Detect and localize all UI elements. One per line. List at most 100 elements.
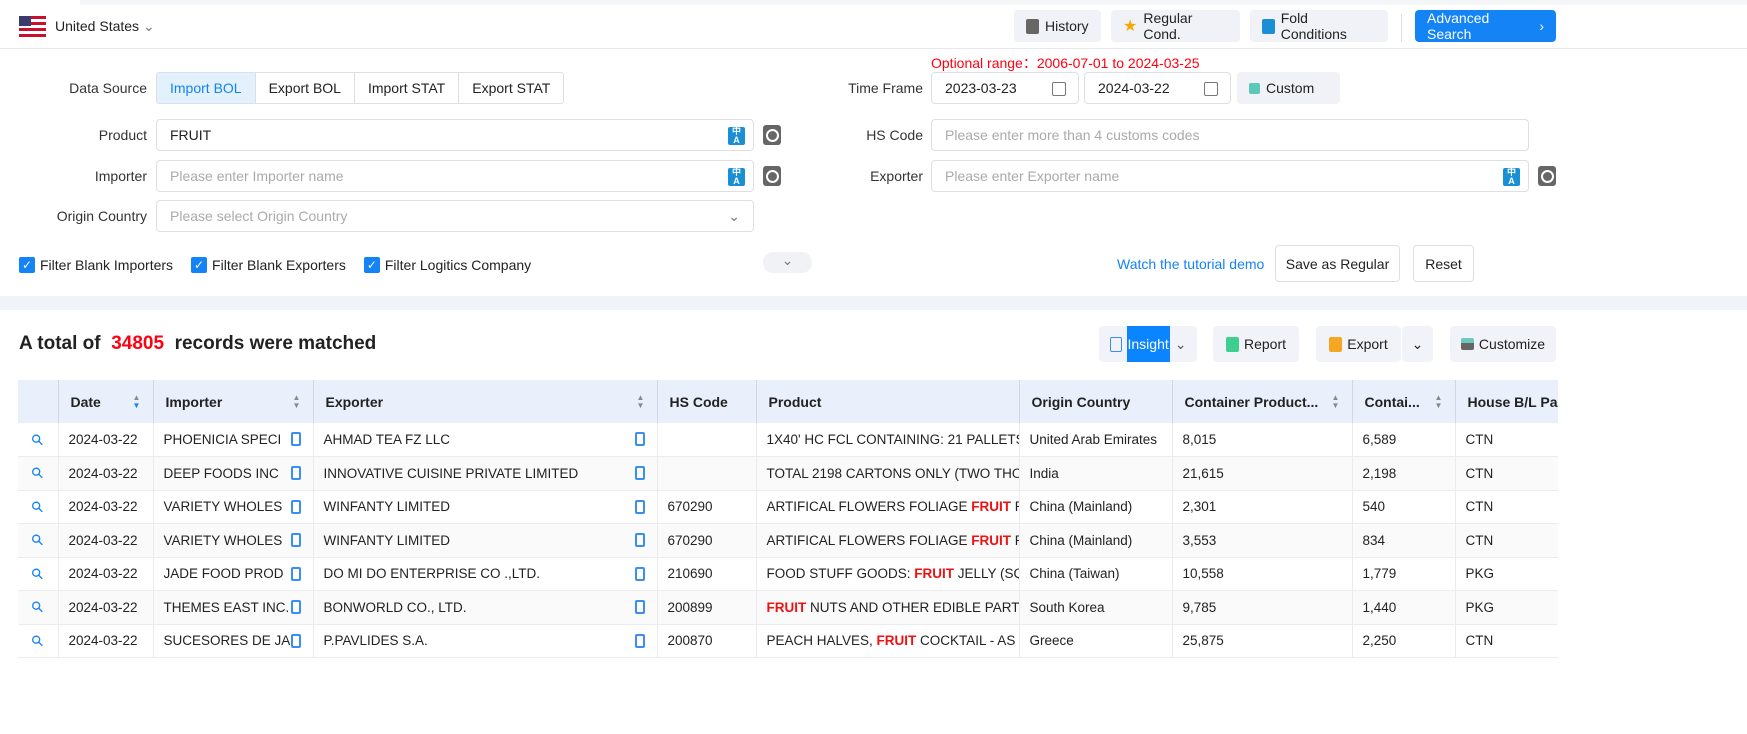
tutorial-demo-link[interactable]: Watch the tutorial demo (1117, 256, 1265, 272)
row-detail-button[interactable]: ⚲ (18, 456, 58, 491)
table-row[interactable]: ⚲ 2024-03-22 VARIETY WHOLES WINFANTY LIMITE… (18, 490, 1558, 524)
copy-icon[interactable] (290, 600, 301, 614)
insight-button[interactable]: Insight ⌄ (1099, 326, 1197, 362)
origin-country-cell-text: China (Mainland) (1029, 532, 1133, 548)
hs-code-label: HS Code (866, 127, 923, 143)
product-text: 1X40' HC FCL CONTAINING: 21 PALLETS (766, 432, 1020, 447)
copy-icon[interactable] (634, 432, 645, 446)
sort-icon[interactable]: ▲ ▼ (1331, 393, 1340, 410)
copy-icon[interactable] (634, 566, 645, 581)
advanced-label: Advanced Search (1427, 10, 1490, 42)
importer-cell: SUCESORES DE JA (152, 624, 313, 658)
product-input[interactable]: FRUIT 中 A (156, 119, 754, 151)
results-summary: A total of 34805 records were matched (19, 333, 376, 355)
date-cell: 2024-03-22 (57, 523, 153, 558)
house-bl-cell: CTN (1454, 490, 1558, 524)
country-selector[interactable]: United States ⌄ (55, 18, 155, 35)
importer-cell-text: DEEP FOODS INC (163, 465, 279, 481)
data-source-tab[interactable]: Export STAT (472, 80, 551, 96)
date-cell: 2024-03-22 (57, 590, 153, 625)
copy-icon[interactable] (290, 499, 301, 514)
fuzzy-search-icon[interactable] (763, 125, 781, 145)
row-detail-button[interactable]: ⚲ (18, 624, 58, 658)
export-dropdown-button[interactable]: ⌄ (1402, 326, 1433, 362)
copy-icon[interactable] (290, 432, 301, 446)
data-source-tab[interactable]: Import BOL (157, 73, 256, 103)
column-header[interactable]: Importer ▲ ▼ (152, 380, 313, 423)
origin-country-cell: China (Mainland) (1018, 490, 1172, 524)
origin-country-select[interactable]: Please select Origin Country ⌄ (156, 200, 754, 232)
fuzzy-search-icon[interactable] (763, 166, 781, 186)
filter-logistics-company-checkbox[interactable]: ✓ Filter Logitics Company (363, 257, 531, 273)
container-product-cell-text: 21,615 (1182, 465, 1224, 481)
copy-icon[interactable] (290, 533, 301, 547)
fold-conditions-button[interactable]: Fold Conditions (1250, 10, 1388, 42)
copy-icon[interactable] (634, 533, 645, 547)
expand-conditions-button[interactable]: ⌄ (763, 252, 812, 273)
hs-code-cell-text: 200870 (667, 633, 713, 649)
copy-icon[interactable] (634, 633, 645, 648)
row-detail-button[interactable]: ⚲ (18, 423, 58, 457)
row-detail-button[interactable]: ⚲ (18, 490, 58, 524)
hs-code-input[interactable]: Please enter more than 4 customs codes (931, 119, 1529, 151)
sort-icon[interactable]: ▲ ▼ (132, 393, 141, 410)
customize-label: Customize (1478, 336, 1546, 352)
data-source-tab[interactable]: Export BOL (256, 73, 355, 103)
house-bl-cell-text: CTN (1465, 499, 1494, 515)
copy-icon[interactable] (290, 566, 301, 581)
copy-icon[interactable] (634, 600, 645, 614)
date-to-input[interactable]: 2024-03-22 (1084, 72, 1231, 104)
column-header: Product (755, 380, 1019, 423)
copy-icon[interactable] (290, 466, 301, 480)
export-button[interactable]: Export (1316, 326, 1401, 362)
search-icon: ⚲ (28, 497, 49, 518)
origin-country-cell: United Arab Emirates (1018, 423, 1172, 457)
report-button[interactable]: Report (1213, 326, 1299, 362)
table-row[interactable]: ⚲ 2024-03-22 JADE FOOD PROD DO MI DO ENTERP… (18, 557, 1558, 591)
sort-icon[interactable]: ▲ ▼ (292, 393, 301, 410)
column-header[interactable]: Contai... ▲ ▼ (1351, 380, 1455, 423)
house-bl-cell-text: CTN (1465, 532, 1494, 548)
table-row[interactable]: ⚲ 2024-03-22 SUCESORES DE JA P.PAVLIDES S.A… (18, 624, 1558, 658)
history-button[interactable]: History (1014, 10, 1101, 42)
filter-blank-importers-checkbox[interactable]: ✓ Filter Blank Importers (19, 257, 173, 273)
hs-code-cell: 670290 (656, 523, 756, 558)
table-row[interactable]: ⚲ 2024-03-22 THEMES EAST INC. BONWORLD CO.,… (18, 590, 1558, 625)
house-bl-cell-text: PKG (1465, 566, 1495, 582)
column-header-label: Origin Country (1031, 393, 1131, 410)
column-header[interactable]: Date ▲ ▼ (57, 380, 153, 423)
product-cell: ARTIFICAL FLOWERS FOLIAGE FRUIT P (755, 490, 1019, 524)
row-detail-button[interactable]: ⚲ (18, 523, 58, 558)
customize-button[interactable]: Customize (1450, 326, 1556, 362)
table-row[interactable]: ⚲ 2024-03-22 DEEP FOODS INC INNOVATIVE CUIS… (18, 456, 1558, 491)
custom-button[interactable]: Custom (1237, 72, 1340, 104)
copy-icon[interactable] (290, 633, 301, 648)
row-detail-button[interactable]: ⚲ (18, 557, 58, 591)
sort-icon[interactable]: ▲ ▼ (1434, 393, 1443, 410)
data-source-tab[interactable]: Import STAT (355, 73, 460, 103)
container-product-cell-text: 10,558 (1182, 566, 1224, 582)
reset-button[interactable]: Reset (1413, 245, 1474, 282)
filter-blank-exporters-checkbox[interactable]: ✓ Filter Blank Exporters (191, 257, 346, 273)
date-from-input[interactable]: 2023-03-23 (931, 72, 1079, 104)
importer-input[interactable]: Please enter Importer name 中 A (156, 160, 754, 192)
exporter-cell: DO MI DO ENTERPRISE CO .,LTD. (312, 557, 657, 591)
table-row[interactable]: ⚲ 2024-03-22 PHOENICIA SPECI AHMAD TEA FZ L… (18, 423, 1558, 457)
sort-icon[interactable]: ▲ ▼ (636, 393, 645, 410)
product-value: FRUIT (170, 127, 212, 143)
advanced-search-button[interactable]: Advanced Search › (1415, 10, 1556, 42)
table-row[interactable]: ⚲ 2024-03-22 VARIETY WHOLES WINFANTY LIMITE… (18, 523, 1558, 558)
column-header[interactable]: Container Product... ▲ ▼ (1171, 380, 1352, 423)
fuzzy-search-icon[interactable] (1538, 166, 1556, 186)
copy-icon[interactable] (634, 499, 645, 514)
copy-icon[interactable] (634, 466, 645, 480)
exporter-input[interactable]: Please enter Exporter name 中 A (931, 160, 1529, 192)
column-header[interactable]: Exporter ▲ ▼ (312, 380, 657, 423)
save-as-regular-button[interactable]: Save as Regular (1275, 245, 1400, 282)
row-detail-button[interactable]: ⚲ (18, 590, 58, 625)
search-button[interactable]: Search (1487, 245, 1556, 282)
regular-cond-button[interactable]: ★ Regular Cond. (1111, 10, 1240, 42)
